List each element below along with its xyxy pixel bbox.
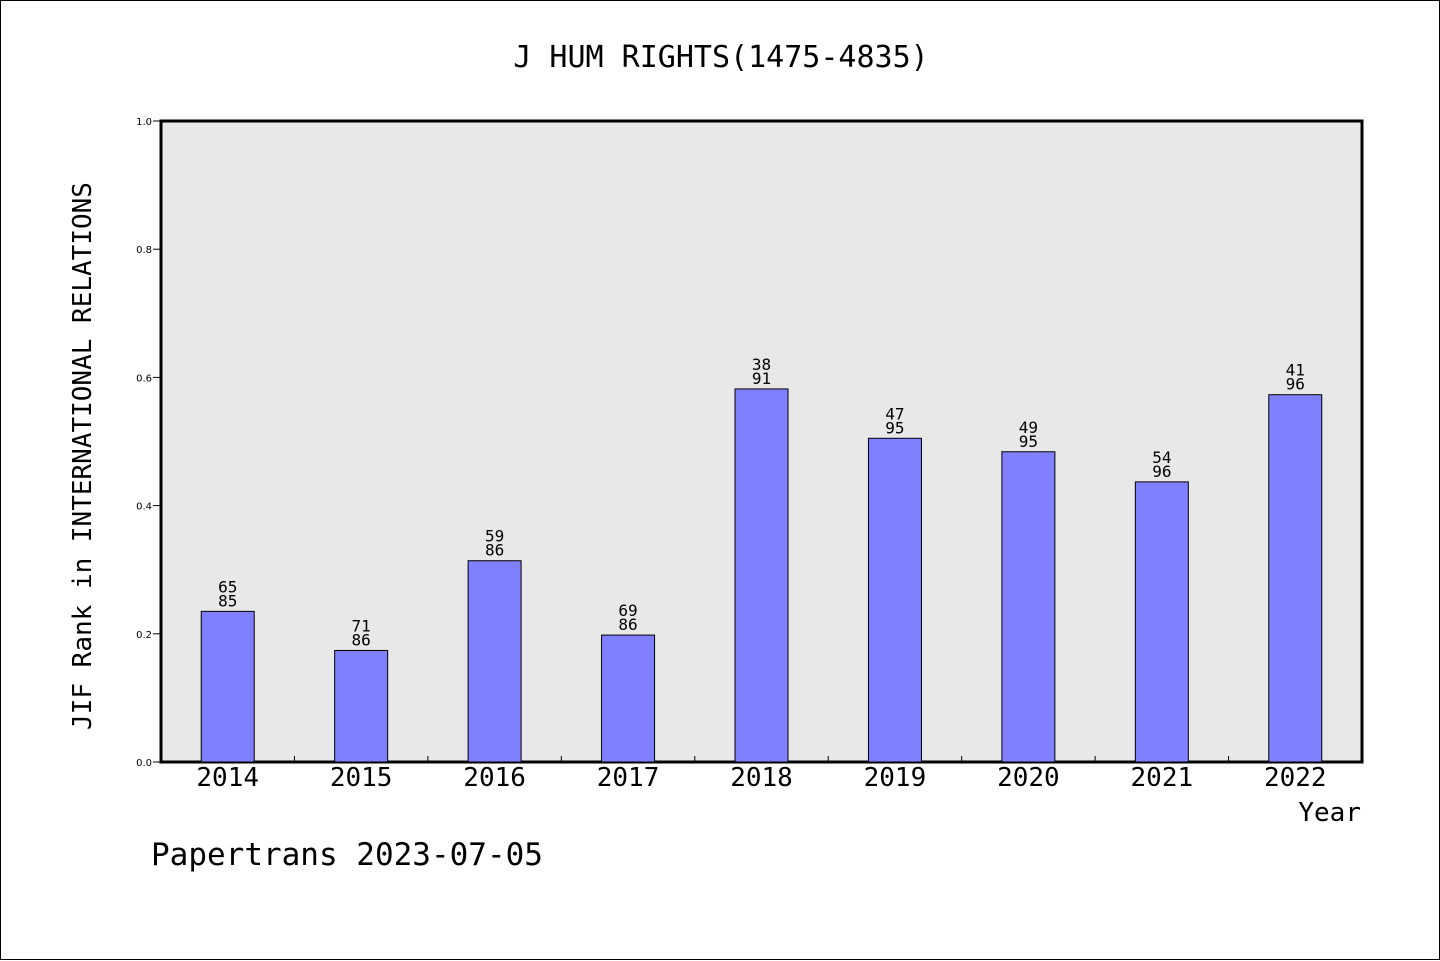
bar-total-label: 91 — [752, 369, 771, 388]
bar — [200, 610, 255, 763]
bar-rank-label: 49 — [1019, 418, 1038, 437]
bar-rank-label: 47 — [885, 404, 904, 423]
chart-title: J HUM RIGHTS(1475-4835) — [513, 40, 928, 75]
x-tick-label: 2018 — [730, 763, 793, 793]
bar-total-label: 86 — [485, 541, 504, 560]
y-tick-label: 0.6 — [136, 373, 152, 384]
bar — [467, 560, 522, 763]
bar-total-label: 86 — [352, 630, 371, 649]
x-tick-label: 2019 — [864, 763, 927, 793]
bar-rank-label: 59 — [485, 527, 504, 546]
bar-rank-label: 54 — [1152, 448, 1171, 467]
x-tick-label: 2020 — [997, 763, 1060, 793]
bar-rank-label: 71 — [352, 616, 371, 635]
bar-total-label: 96 — [1152, 462, 1171, 481]
x-tick-label: 2017 — [597, 763, 660, 793]
x-tick-label: 2021 — [1131, 763, 1194, 793]
x-tick-label: 2014 — [196, 763, 259, 793]
bar — [1134, 481, 1189, 763]
bar-rank-label: 65 — [218, 577, 237, 596]
x-tick-label: 2022 — [1264, 763, 1327, 793]
bar — [734, 388, 789, 763]
bar-rank-label: 69 — [618, 601, 637, 620]
bar-rank-label: 41 — [1286, 361, 1305, 380]
bar — [867, 437, 922, 763]
y-tick-label: 1.0 — [136, 117, 152, 128]
bar — [334, 649, 389, 763]
x-axis: 2014 2015 2016 2017 2018 2019 2020 2021 2022 — [196, 756, 1327, 793]
bar-total-label: 85 — [218, 591, 237, 610]
bar-total-label: 95 — [885, 418, 904, 437]
bar — [1268, 394, 1323, 763]
bar-total-label: 86 — [618, 615, 637, 634]
y-axis: 0.0 0.2 0.4 0.6 0.8 1.0 — [136, 117, 161, 769]
bar — [1001, 451, 1056, 763]
y-tick-label: 0.8 — [136, 245, 152, 256]
y-tick-label: 0.0 — [136, 758, 152, 769]
bar-total-label: 95 — [1019, 432, 1038, 451]
y-tick-label: 0.2 — [136, 630, 152, 641]
y-tick-label: 0.4 — [136, 502, 152, 513]
footer-text: Papertrans 2023-07-05 — [151, 837, 543, 873]
bar — [601, 634, 656, 763]
y-axis-label: JIF Rank in INTERNATIONAL RELATIONS — [68, 182, 98, 730]
bar-total-label: 96 — [1286, 375, 1305, 394]
x-axis-label: Year — [1298, 798, 1361, 828]
bar-rank-label: 38 — [752, 355, 771, 374]
x-tick-label: 2016 — [463, 763, 526, 793]
x-tick-label: 2015 — [330, 763, 393, 793]
